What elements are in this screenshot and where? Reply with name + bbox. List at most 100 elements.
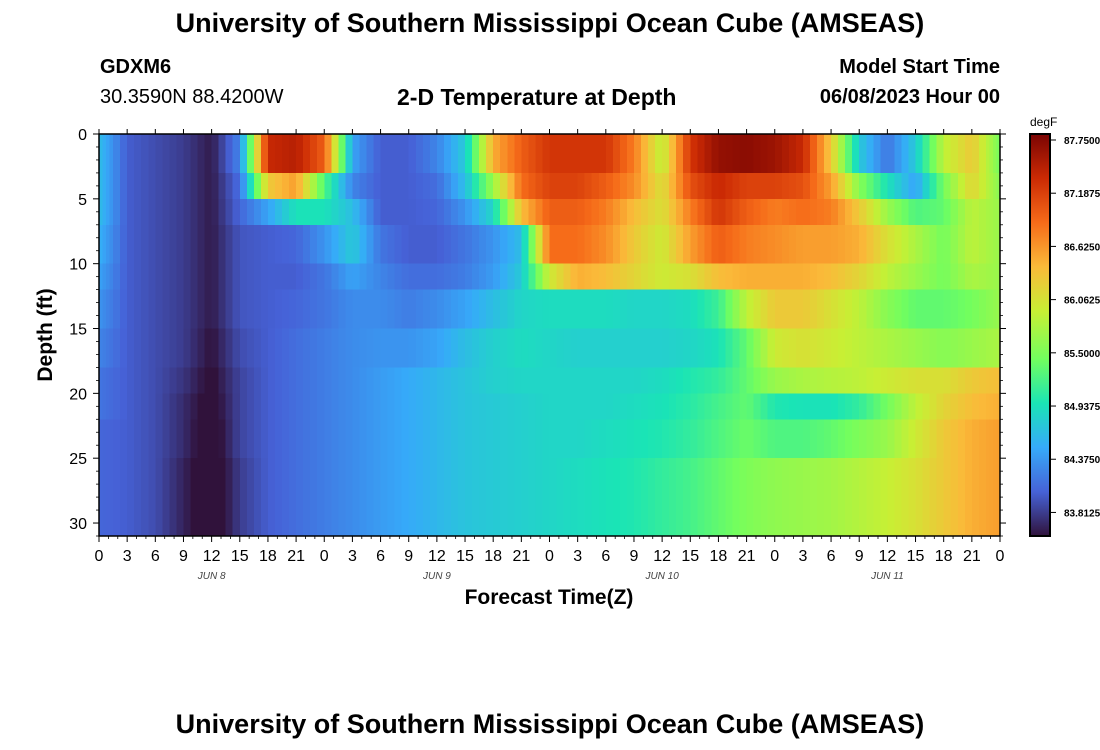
heatmap-cell	[718, 134, 727, 155]
heatmap-cell	[359, 172, 368, 187]
heatmap-cell	[704, 497, 712, 537]
heatmap-cell	[838, 185, 846, 200]
heatmap-cell	[373, 276, 382, 291]
heatmap-cell	[225, 263, 234, 278]
heatmap-cell	[866, 393, 874, 407]
heatmap-cell	[950, 347, 959, 369]
heatmap-cell	[535, 406, 544, 420]
x-tick-label: 18	[259, 548, 277, 565]
heatmap-cell	[859, 438, 867, 459]
heatmap-cell	[845, 328, 853, 349]
heatmap-cell	[591, 328, 600, 349]
heatmap-cell	[760, 172, 769, 187]
heatmap-cell	[289, 497, 297, 537]
heatmap-cell	[542, 172, 551, 187]
heatmap-cell	[964, 276, 973, 291]
x-tick-label: 3	[348, 548, 357, 565]
heatmap-cell	[746, 328, 755, 349]
heatmap-cell	[957, 309, 966, 330]
heatmap-cell	[282, 198, 290, 213]
heatmap-cell	[915, 263, 924, 278]
heatmap-cell	[479, 263, 487, 278]
heatmap-cell	[450, 438, 459, 459]
heatmap-cell	[99, 211, 104, 226]
heatmap-cell	[380, 367, 389, 381]
heatmap-cell	[465, 347, 473, 369]
heatmap-cell	[964, 172, 973, 187]
heatmap-cell	[978, 185, 987, 200]
heatmap-cell	[113, 380, 121, 394]
heatmap-cell	[809, 328, 818, 349]
heatmap-cell	[486, 172, 494, 187]
heatmap-cell	[697, 497, 705, 537]
heatmap-cell	[225, 393, 234, 407]
heatmap-cell	[584, 393, 593, 407]
heatmap-cell	[134, 438, 142, 459]
heatmap-cell	[310, 497, 318, 537]
heatmap-cell	[746, 263, 755, 278]
heatmap-cell	[450, 224, 459, 245]
heatmap-cell	[598, 309, 607, 330]
heatmap-cell	[985, 419, 991, 440]
heatmap-cell	[612, 185, 621, 200]
heatmap-cell	[936, 224, 945, 245]
heatmap-cell	[753, 263, 762, 278]
heatmap-cell	[465, 198, 473, 213]
heatmap-cell	[556, 153, 565, 174]
heatmap-cell	[345, 497, 354, 537]
heatmap-cell	[957, 263, 966, 278]
heatmap-cell	[746, 347, 755, 369]
heatmap-cell	[246, 347, 255, 369]
heatmap-cell	[619, 328, 628, 349]
heatmap-cell	[753, 211, 762, 226]
heatmap-cell	[359, 198, 368, 213]
heatmap-cell	[887, 419, 896, 440]
heatmap-cell	[859, 172, 867, 187]
heatmap-cell	[359, 458, 368, 498]
heatmap-cell	[901, 309, 910, 330]
heatmap-cell	[718, 289, 727, 310]
heatmap-cell	[352, 276, 361, 291]
heatmap-cell	[866, 367, 874, 381]
heatmap-cell	[767, 185, 776, 200]
heatmap-cell	[915, 438, 924, 459]
heatmap-cell	[859, 153, 867, 174]
heatmap-cell	[922, 263, 931, 278]
heatmap-cell	[591, 406, 600, 420]
heatmap-cells	[99, 134, 1001, 537]
heatmap-cell	[197, 347, 206, 369]
heatmap-cell	[479, 172, 487, 187]
heatmap-cell	[204, 211, 213, 226]
heatmap-cell	[655, 309, 663, 330]
heatmap-cell	[317, 419, 325, 440]
heatmap-cell	[697, 198, 705, 213]
heatmap-cell	[394, 458, 403, 498]
heatmap-cell	[591, 185, 600, 200]
heatmap-cell	[450, 367, 459, 381]
heatmap-cell	[429, 153, 438, 174]
heatmap-cell	[985, 134, 991, 155]
heatmap-cell	[338, 263, 346, 278]
heatmap-cell	[711, 172, 720, 187]
heatmap-cell	[148, 224, 156, 245]
heatmap-cell	[901, 134, 910, 155]
heatmap-cell	[739, 198, 748, 213]
heatmap-cell	[760, 153, 769, 174]
heatmap-cell	[99, 276, 104, 291]
x-tick-label: 9	[179, 548, 188, 565]
heatmap-cell	[282, 263, 290, 278]
heatmap-cell	[718, 211, 727, 226]
x-tick-label: 0	[996, 548, 1005, 565]
heatmap-cell	[155, 438, 163, 459]
heatmap-cell	[816, 211, 825, 226]
heatmap-cell	[563, 328, 572, 349]
model-start-value: 06/08/2023 Hour 00	[819, 86, 1000, 108]
heatmap-cell	[528, 289, 537, 310]
heatmap-cell	[127, 172, 135, 187]
heatmap-cell	[359, 393, 368, 407]
heatmap-cell	[197, 211, 206, 226]
heatmap-cell	[429, 134, 438, 155]
heatmap-cell	[232, 406, 241, 420]
heatmap-cell	[570, 172, 579, 187]
heatmap-cell	[274, 393, 283, 407]
